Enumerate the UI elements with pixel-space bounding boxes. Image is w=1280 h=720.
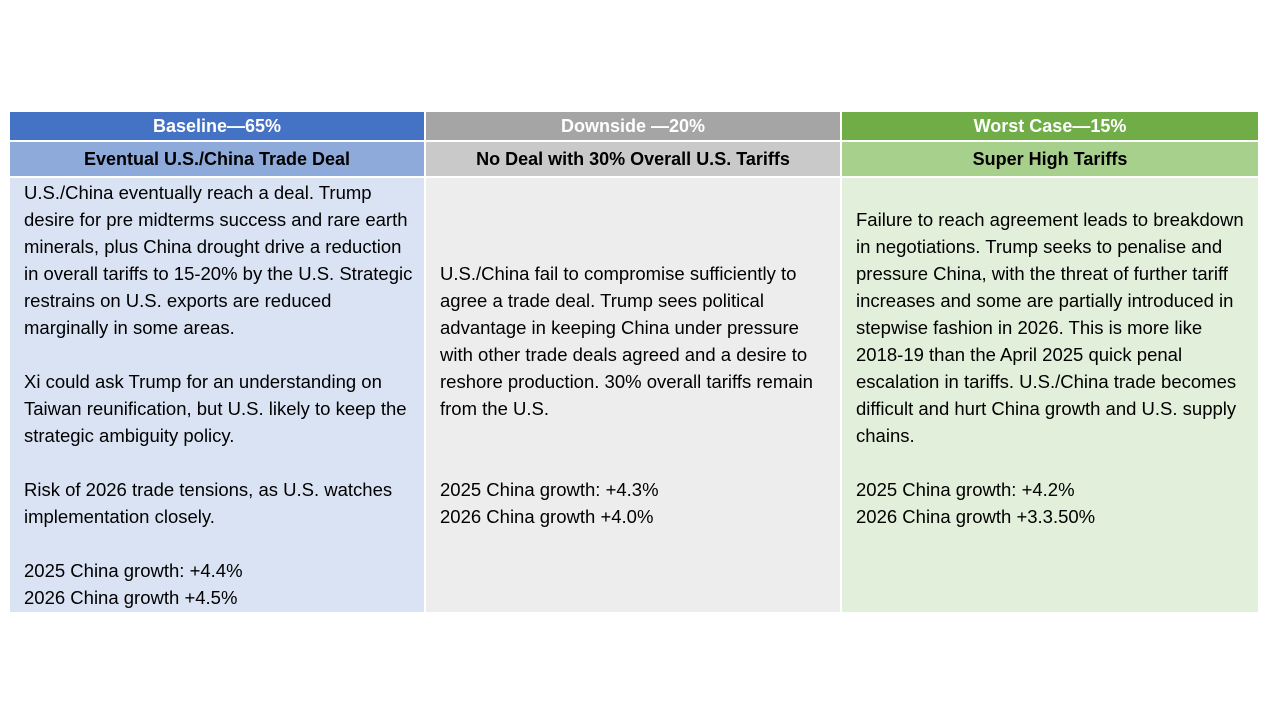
worst-case-header: Worst Case—15% [842, 112, 1258, 142]
baseline-growth-2025: 2025 China growth: +4.4% [24, 560, 243, 581]
downside-growth-2025: 2025 China growth: +4.3% [440, 479, 659, 500]
downside-growth-2026: 2026 China growth +4.0% [440, 506, 654, 527]
baseline-paragraph: U.S./China eventually reach a deal. Trum… [24, 182, 413, 338]
worst-case-growth-2025: 2025 China growth: +4.2% [856, 479, 1075, 500]
worst-case-paragraph: Failure to reach agreement leads to brea… [856, 209, 1244, 446]
baseline-body: U.S./China eventually reach a deal. Trum… [10, 178, 426, 612]
baseline-header: Baseline—65% [10, 112, 426, 142]
baseline-growth-2026: 2026 China growth +4.5% [24, 587, 238, 608]
downside-body: U.S./China fail to compromise sufficient… [426, 178, 842, 612]
scenario-table: Baseline—65% Downside —20% Worst Case—15… [10, 112, 1258, 612]
worst-case-body: Failure to reach agreement leads to brea… [842, 178, 1258, 612]
worst-case-subheader: Super High Tariffs [842, 142, 1258, 178]
downside-header: Downside —20% [426, 112, 842, 142]
baseline-subheader: Eventual U.S./China Trade Deal [10, 142, 426, 178]
baseline-paragraph: Xi could ask Trump for an understanding … [24, 371, 407, 446]
downside-paragraph: U.S./China fail to compromise sufficient… [440, 263, 813, 419]
worst-case-growth-2026: 2026 China growth +3.3.50% [856, 506, 1096, 527]
baseline-paragraph: Risk of 2026 trade tensions, as U.S. wat… [24, 479, 393, 527]
downside-subheader: No Deal with 30% Overall U.S. Tariffs [426, 142, 842, 178]
